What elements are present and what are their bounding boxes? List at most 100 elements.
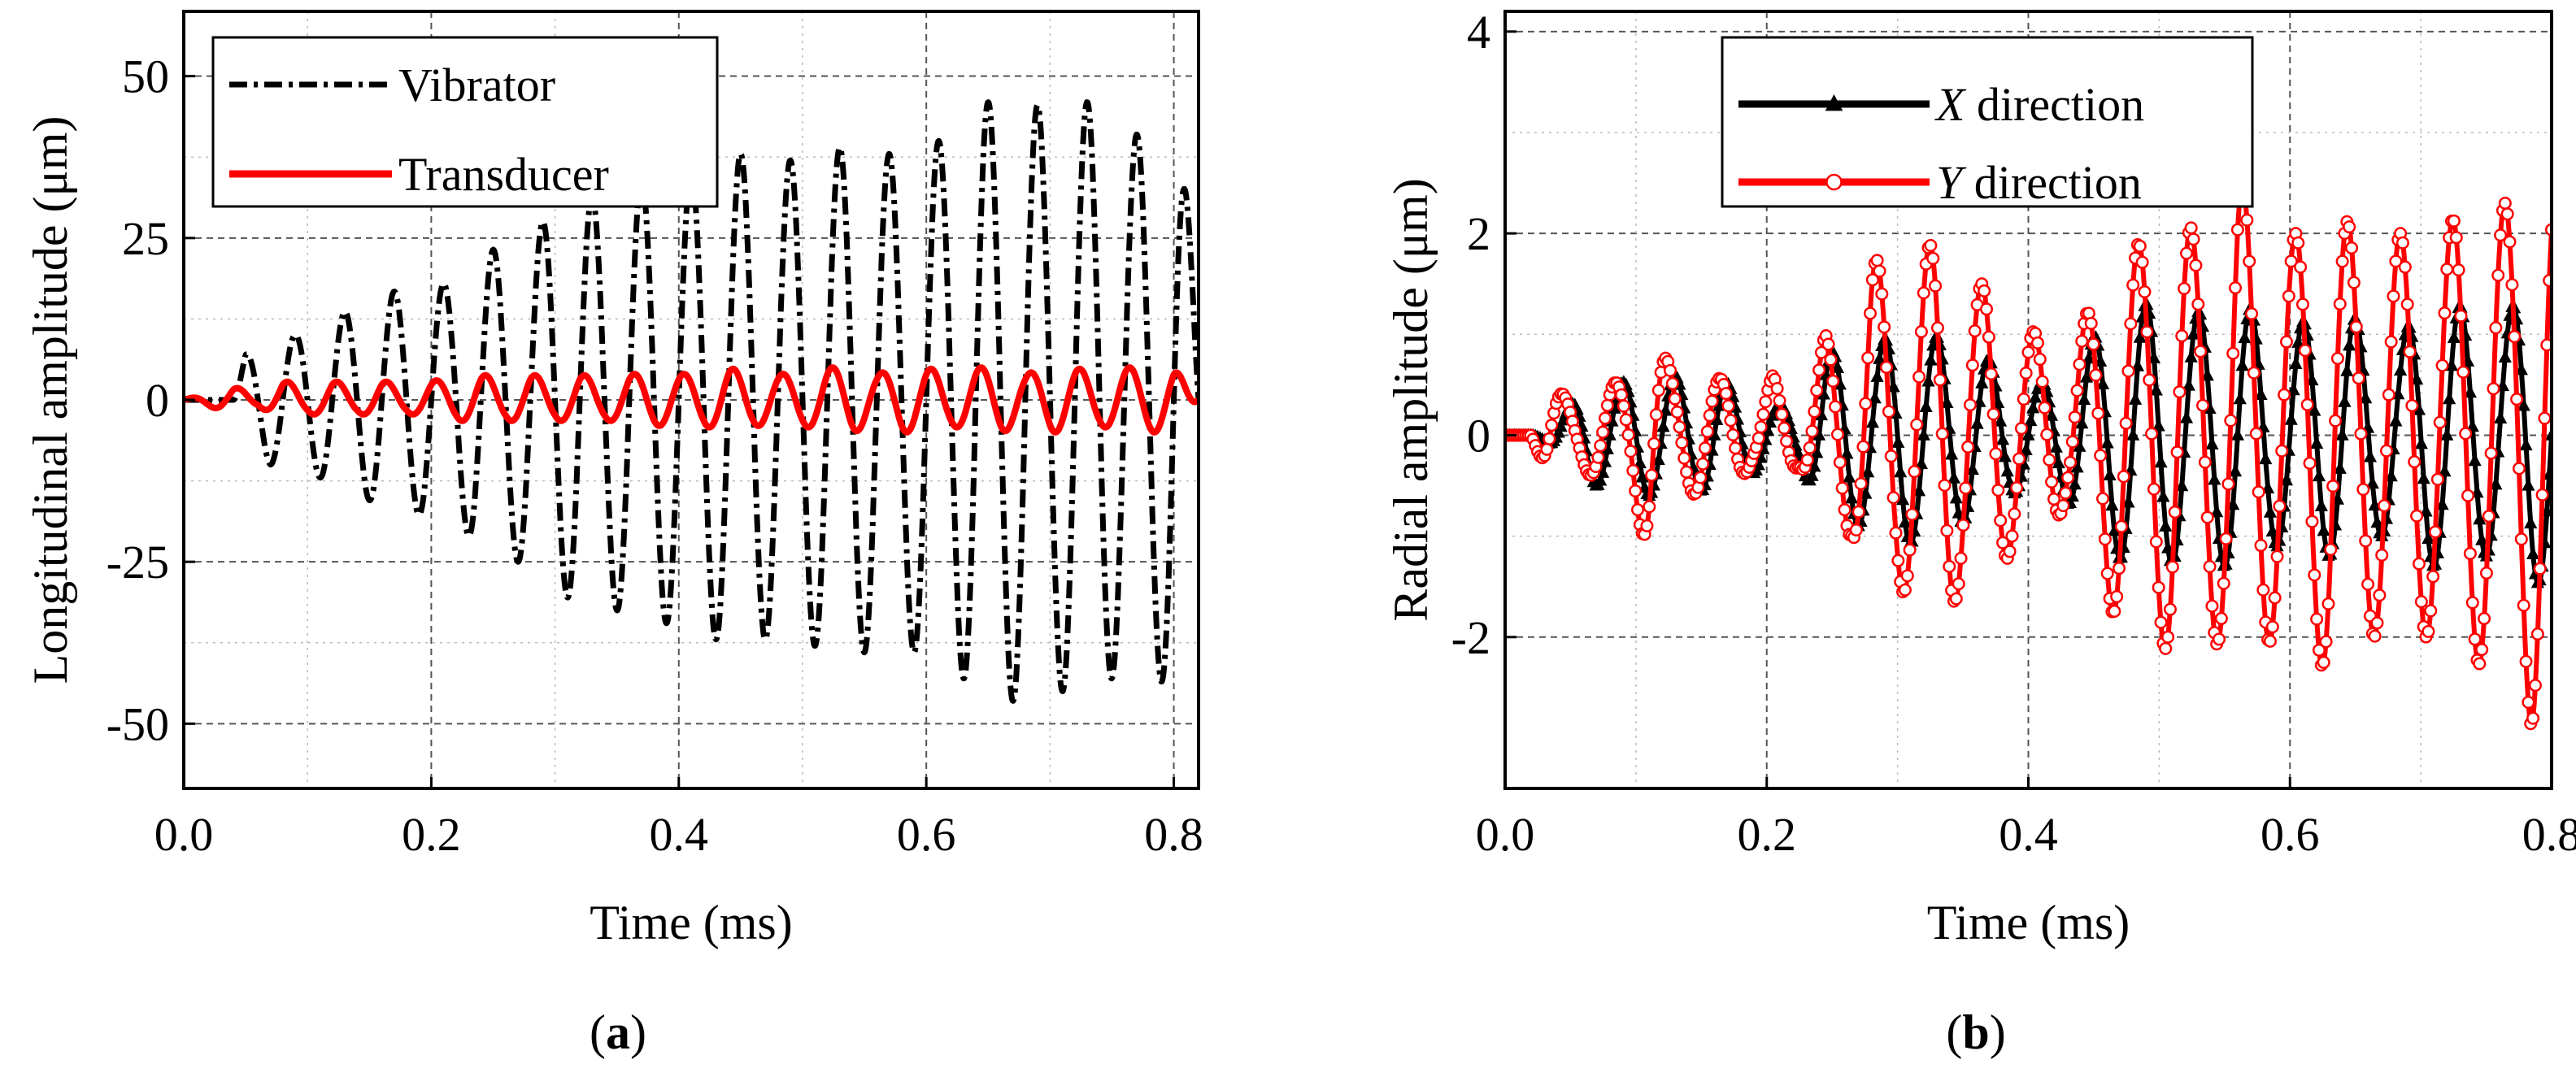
data-point — [2126, 278, 2140, 292]
data-point — [1854, 476, 1868, 490]
data-point — [1919, 399, 1933, 412]
data-point — [2208, 472, 2221, 485]
panel-letter-b: b — [1962, 1005, 1989, 1059]
data-point — [1835, 481, 1849, 495]
data-point — [2394, 363, 2408, 376]
data-point — [2265, 620, 2279, 634]
data-point — [1947, 471, 1961, 484]
data-point — [1805, 468, 1819, 481]
data-point — [1651, 384, 1665, 397]
data-point — [2343, 220, 2356, 234]
data-point — [2482, 510, 2496, 523]
data-point — [2370, 616, 2384, 630]
data-point — [2510, 393, 2524, 406]
data-point — [2468, 453, 2482, 467]
data-point — [1891, 554, 1905, 567]
data-point — [1640, 519, 1654, 532]
data-point — [2068, 410, 2082, 424]
data-point — [2517, 398, 2530, 411]
data-point — [2135, 255, 2149, 269]
panel-label-b: (b) — [1946, 1005, 2005, 1059]
data-point — [1778, 421, 1791, 435]
data-point — [1873, 264, 1886, 278]
series-markers-y-direction — [1505, 180, 2552, 731]
data-point — [1833, 455, 1847, 469]
data-point — [2324, 543, 2338, 557]
data-point — [2535, 488, 2549, 502]
data-point — [2145, 427, 2159, 441]
data-point — [2263, 634, 2277, 648]
data-point — [2249, 427, 2263, 441]
data-point — [2526, 711, 2540, 725]
data-point — [1800, 453, 1814, 467]
data-point — [2095, 376, 2110, 389]
data-point — [2479, 567, 2493, 580]
data-point — [2308, 403, 2321, 416]
data-point — [1882, 405, 1895, 419]
legend-axis-letter-y: Y — [1936, 156, 1967, 209]
data-point — [1980, 302, 1994, 316]
data-point — [2544, 428, 2552, 441]
data-point — [1926, 251, 1940, 265]
data-point — [2333, 297, 2347, 311]
data-point — [1814, 345, 1828, 359]
legend-a: Vibrator Transducer — [211, 36, 719, 208]
data-point — [2229, 281, 2243, 295]
data-point — [1598, 411, 1612, 425]
data-point — [2224, 414, 2238, 428]
data-point — [1924, 239, 1938, 253]
data-point — [1880, 360, 1894, 374]
data-point — [2294, 260, 2308, 274]
data-point — [1905, 507, 1919, 521]
data-point — [1943, 559, 1956, 573]
data-point — [2505, 278, 2519, 292]
data-point — [2389, 414, 2403, 427]
legend-label-x-direction: X direction — [1934, 78, 2144, 131]
data-point — [1791, 445, 1805, 458]
data-point — [2456, 365, 2470, 379]
data-point — [1619, 413, 1633, 427]
data-point — [2133, 330, 2147, 343]
data-point — [2321, 597, 2335, 610]
chart-panel-b: 0.0 0.2 0.4 0.6 0.8 -2 0 2 4 X direction Y direc… — [1384, 6, 2576, 1059]
x-tick-label: 0.6 — [2261, 808, 2320, 861]
data-point — [1808, 405, 1821, 419]
data-point — [2433, 415, 2447, 429]
data-point — [1703, 409, 1717, 423]
data-point — [2275, 444, 2289, 458]
data-point — [2240, 213, 2254, 227]
data-point — [2459, 427, 2473, 441]
data-point — [1540, 442, 1554, 456]
data-point — [1665, 376, 1679, 390]
data-point — [2345, 241, 2359, 254]
data-point — [2365, 476, 2379, 489]
data-point — [2019, 442, 2033, 456]
data-point — [1870, 369, 1884, 382]
data-point — [2498, 350, 2512, 363]
data-point — [2108, 605, 2121, 619]
data-point — [1914, 456, 1929, 470]
data-point — [1812, 428, 1826, 441]
data-point — [2214, 611, 2228, 625]
data-point — [2124, 317, 2138, 331]
data-point — [1898, 583, 1912, 597]
data-point — [2008, 507, 2021, 521]
data-point — [2014, 422, 2028, 436]
data-point — [1826, 374, 1840, 388]
data-point — [1726, 389, 1740, 402]
data-point — [2075, 415, 2089, 429]
data-point — [1545, 419, 1559, 432]
data-point — [2179, 246, 2193, 260]
data-point — [2147, 482, 2160, 496]
data-point — [2073, 358, 2086, 371]
legend-marker-x-direction — [1825, 94, 1843, 111]
data-point — [2040, 428, 2054, 441]
data-point — [2217, 576, 2230, 590]
data-point — [2410, 509, 2424, 523]
data-point — [1615, 388, 1628, 402]
data-point — [1829, 400, 1843, 414]
data-point — [1956, 519, 1970, 532]
data-point — [2159, 519, 2173, 532]
data-point — [1621, 428, 1635, 441]
legend-label-y-direction: Y direction — [1936, 156, 2142, 209]
